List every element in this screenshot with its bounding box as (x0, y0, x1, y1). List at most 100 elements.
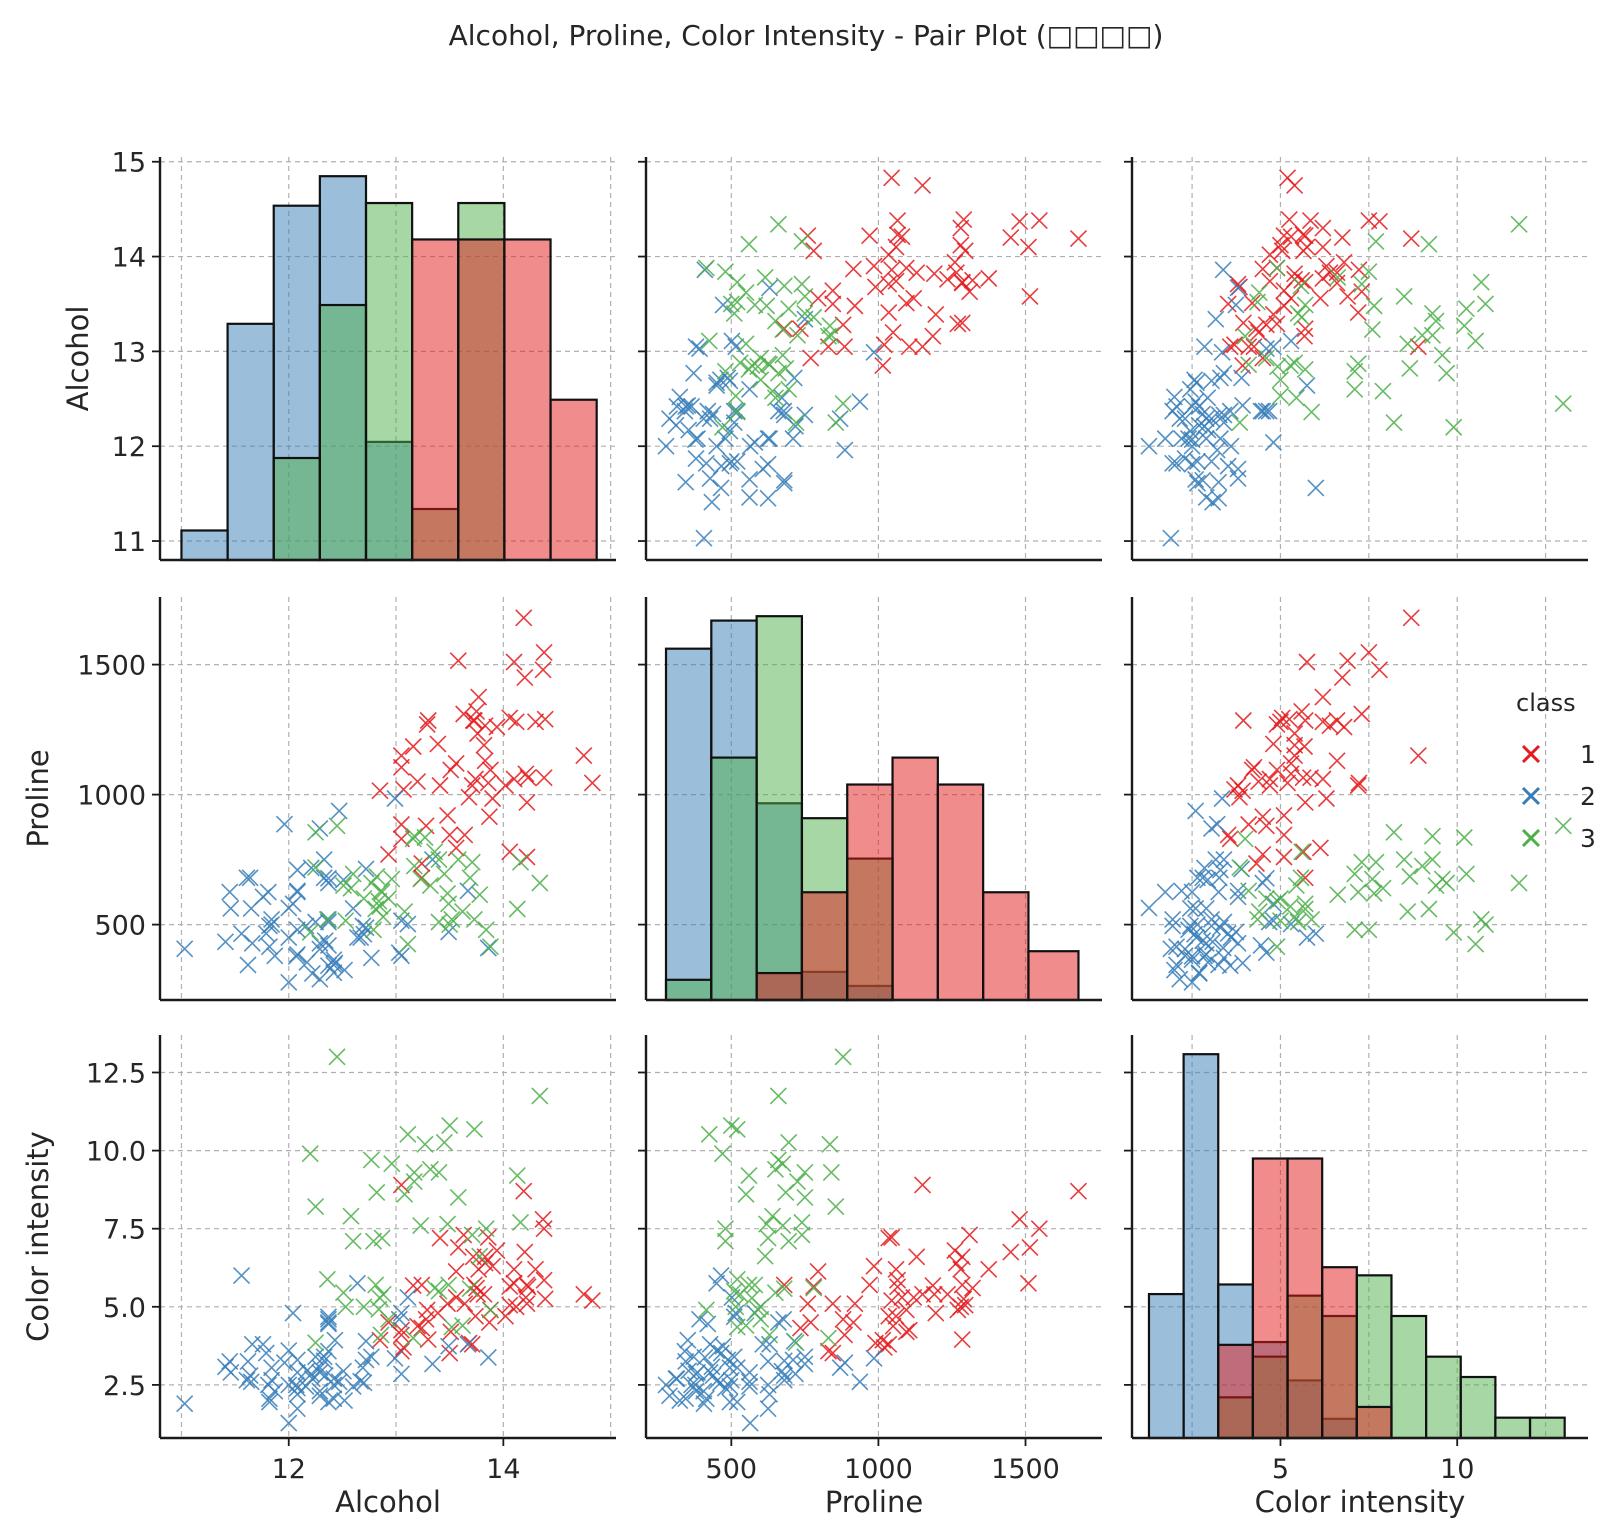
scatter-point-class-3 (438, 1215, 457, 1233)
scatter-point-class-1 (1296, 711, 1314, 730)
scatter-point-class-2 (703, 1358, 721, 1376)
scatter-point-class-2 (775, 1371, 793, 1389)
scatter-point-class-1 (470, 688, 488, 706)
scatter-point-class-3 (1286, 354, 1304, 372)
scatter-point-class-3 (1271, 371, 1290, 389)
scatter-point-class-3 (430, 1163, 448, 1182)
scatter-point-class-2 (311, 1387, 329, 1405)
scatter-point-class-1 (442, 1323, 460, 1341)
scatter-point-class-2 (288, 1400, 306, 1418)
y-tick-label: 10.0 (86, 1137, 146, 1168)
scatter-point-class-2 (1264, 895, 1282, 913)
scatter-point-class-3 (1363, 870, 1381, 888)
scatter-point-class-3 (793, 275, 811, 293)
scatter-point-class-1 (927, 1304, 945, 1322)
scatter-point-class-2 (721, 1377, 739, 1396)
scatter-point-class-2 (1210, 489, 1228, 507)
scatter-point-class-2 (392, 947, 410, 965)
scatter-point-class-1 (900, 1321, 918, 1339)
scatter-point-class-1 (1286, 736, 1304, 754)
scatter-point-class-1 (535, 1220, 553, 1238)
scatter-point-class-1 (534, 661, 552, 679)
scatter-point-class-2 (740, 1363, 759, 1381)
hist-bar-class-2 (1182, 1053, 1220, 1440)
y-tick-label: 15 (112, 148, 146, 179)
scatter-point-class-2 (319, 1313, 338, 1331)
scatter-point-class-2 (302, 859, 320, 877)
scatter-point-class-3 (766, 1284, 785, 1302)
scatter-point-class-3 (793, 1213, 811, 1232)
scatter-point-class-3 (740, 1167, 758, 1185)
scatter-point-class-2 (1211, 430, 1229, 448)
scatter-point-class-3 (697, 1301, 715, 1319)
scatter-point-class-1 (887, 1307, 905, 1325)
scatter-point-class-2 (784, 430, 802, 448)
scatter-point-class-1 (1409, 338, 1427, 356)
scatter-point-class-1 (447, 754, 465, 772)
scatter-point-class-1 (1230, 788, 1249, 806)
x-axis-label-alcohol: Alcohol (335, 1485, 441, 1519)
scatter-point-class-1 (1275, 227, 1293, 245)
scatter-point-class-3 (1401, 867, 1419, 886)
scatter-point-class-2 (288, 861, 306, 879)
scatter-point-class-3 (454, 1316, 472, 1335)
scatter-point-class-1 (1321, 264, 1339, 282)
scatter-point-class-1 (1282, 289, 1300, 307)
scatter-point-class-2 (690, 1310, 709, 1328)
scatter-point-class-1 (1275, 848, 1293, 866)
scatter-point-class-1 (809, 1262, 827, 1281)
scatter-point-class-2 (697, 454, 715, 472)
y-tick-label: 7.5 (103, 1215, 146, 1246)
scatter-point-class-3 (743, 357, 761, 375)
scatter-point-class-1 (913, 176, 932, 195)
scatter-point-class-3 (342, 879, 360, 897)
scatter-point-class-2 (719, 369, 737, 387)
scatter-point-class-2 (754, 1335, 772, 1353)
scatter-point-class-2 (238, 869, 256, 887)
scatter-point-class-3 (362, 874, 380, 892)
scatter-point-class-3 (461, 869, 479, 887)
legend-label-class-2: 2 (1580, 782, 1596, 811)
scatter-point-class-2 (728, 1393, 746, 1411)
scatter-point-class-1 (575, 747, 593, 765)
scatter-point-class-1 (1247, 854, 1265, 873)
scatter-point-class-1 (480, 808, 498, 826)
scatter-point-class-2 (1172, 882, 1191, 900)
scatter-point-class-1 (927, 305, 945, 323)
scatter-point-class-3 (301, 1145, 319, 1163)
scatter-point-class-3 (371, 1289, 389, 1307)
scatter-point-class-2 (392, 1365, 410, 1383)
scatter-point-class-1 (1294, 242, 1313, 260)
scatter-point-class-3 (777, 359, 795, 378)
scatter-point-class-2 (325, 1370, 343, 1388)
scatter-point-class-1 (1225, 336, 1244, 354)
scatter-point-class-1 (1402, 609, 1420, 627)
scatter-point-class-3 (318, 1270, 336, 1288)
scatter-point-class-2 (759, 1376, 777, 1394)
scatter-point-class-1 (897, 294, 915, 312)
scatter-point-class-1 (583, 774, 601, 792)
scatter-point-class-3 (370, 892, 388, 910)
scatter-point-class-1 (1273, 242, 1291, 260)
scatter-point-class-1 (1019, 238, 1038, 256)
scatter-point-class-3 (1240, 356, 1258, 374)
scatter-point-class-2 (1183, 947, 1201, 965)
scatter-point-class-2 (238, 1371, 256, 1389)
hist-bar-class-3 (318, 303, 368, 562)
scatter-point-class-2 (1204, 933, 1222, 951)
scatter-point-class-3 (1303, 403, 1321, 421)
scatter-point-class-1 (1021, 1238, 1039, 1256)
scatter-point-class-3 (426, 843, 444, 861)
scatter-point-class-2 (1190, 416, 1208, 434)
scatter-point-class-2 (257, 924, 275, 943)
scatter-point-class-1 (516, 1243, 534, 1261)
scatter-point-class-1 (1221, 830, 1239, 848)
scatter-point-class-2 (1257, 339, 1275, 358)
scatter-point-class-3 (399, 1125, 417, 1143)
scatter-point-class-3 (465, 1120, 483, 1138)
scatter-point-class-2 (727, 338, 745, 356)
scatter-point-class-2 (241, 869, 259, 887)
scatter-point-class-1 (905, 1288, 923, 1306)
scatter-point-class-3 (775, 1280, 793, 1298)
scatter-point-class-1 (888, 1278, 907, 1296)
